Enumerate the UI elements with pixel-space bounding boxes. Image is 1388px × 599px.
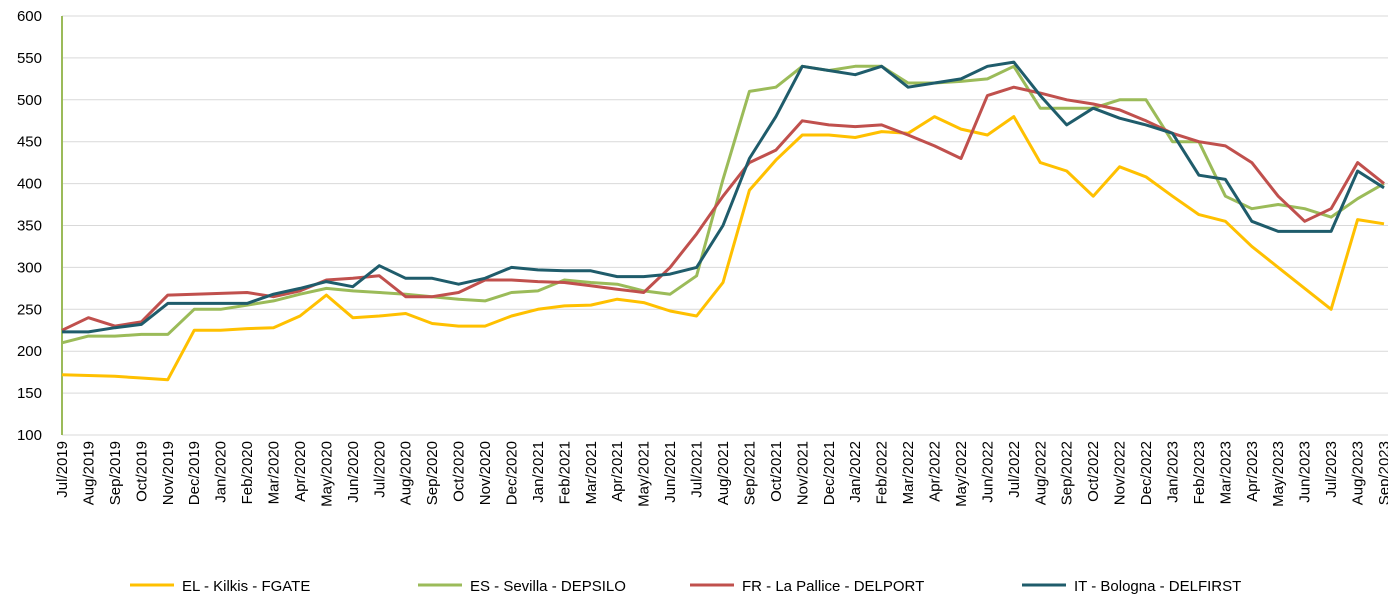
x-tick-label: Jan/2020 [213,441,230,503]
x-tick-label: Jan/2023 [1164,441,1181,503]
x-tick-label: Sep/2019 [107,441,124,505]
x-tick-label: Dec/2022 [1138,441,1155,505]
legend-label: EL - Kilkis - FGATE [182,578,310,595]
x-tick-label: May/2023 [1270,441,1287,507]
x-tick-label: Feb/2021 [556,441,573,504]
x-tick-label: Aug/2020 [398,441,415,505]
x-tick-label: Sep/2022 [1059,441,1076,505]
x-tick-label: Aug/2021 [715,441,732,505]
legend-label: ES - Sevilla - DEPSILO [470,578,626,595]
series-line [61,85,1385,332]
y-tick-label: 500 [17,92,42,109]
x-tick-label: Feb/2023 [1191,441,1208,504]
x-tick-label: Mar/2022 [900,441,917,504]
x-tick-label: Aug/2019 [80,441,97,505]
x-tick-label: Jun/2023 [1297,441,1314,503]
x-tick-label: Apr/2023 [1244,441,1261,502]
x-tick-label: Dec/2021 [821,441,838,505]
x-tick-label: Jul/2019 [54,441,71,498]
x-tick-label: Oct/2020 [451,441,468,502]
x-tick-label: Mar/2020 [266,441,283,504]
x-tick-label: Jan/2022 [847,441,864,503]
x-tick-label: Nov/2019 [160,441,177,505]
x-tick-label: Dec/2020 [503,441,520,505]
x-tick-label: Nov/2021 [794,441,811,505]
x-tick-label: Oct/2019 [133,441,150,502]
x-tick-label: Sep/2021 [741,441,758,505]
x-tick-label: Dec/2019 [186,441,203,505]
series-line [61,115,1385,382]
x-tick-label: Jul/2023 [1323,441,1340,498]
x-tick-label: Jun/2022 [979,441,996,503]
y-tick-label: 150 [17,385,42,402]
x-tick-label: Oct/2022 [1085,441,1102,502]
x-tick-label: Sep/2020 [424,441,441,505]
y-tick-label: 350 [17,218,42,235]
x-tick-label: Mar/2023 [1217,441,1234,504]
x-tick-label: Apr/2020 [292,441,309,502]
series-line [62,60,1385,334]
legend-label: IT - Bologna - DELFIRST [1074,578,1241,595]
legend-label: FR - La Pallice - DELPORT [742,578,924,595]
x-tick-label: Jul/2021 [689,441,706,498]
x-tick-label: Jul/2020 [371,441,388,498]
y-tick-label: 450 [17,134,42,151]
x-tick-label: May/2020 [318,441,335,507]
x-tick-label: Aug/2023 [1350,441,1367,505]
x-tick-label: Jun/2021 [662,441,679,503]
x-tick-label: Jun/2020 [345,441,362,503]
y-tick-label: 400 [17,176,42,193]
y-tick-label: 300 [17,259,42,276]
y-tick-label: 550 [17,50,42,67]
y-tick-label: 200 [17,343,42,360]
x-tick-label: Nov/2022 [1112,441,1129,505]
x-tick-label: Feb/2020 [239,441,256,504]
x-tick-label: Apr/2021 [609,441,626,502]
x-tick-label: Jul/2022 [1006,441,1023,498]
y-tick-label: 600 [17,8,42,25]
x-tick-label: Mar/2021 [583,441,600,504]
x-tick-label: Jan/2021 [530,441,547,503]
x-tick-label: Nov/2020 [477,441,494,505]
x-tick-label: Sep/2023 [1376,441,1388,505]
x-tick-label: May/2022 [953,441,970,507]
x-tick-label: Apr/2022 [927,441,944,502]
y-tick-label: 100 [17,427,42,444]
x-tick-label: Feb/2022 [874,441,891,504]
x-tick-label: Aug/2022 [1032,441,1049,505]
x-tick-label: May/2021 [636,441,653,507]
y-tick-label: 250 [17,301,42,318]
x-tick-label: Oct/2021 [768,441,785,502]
